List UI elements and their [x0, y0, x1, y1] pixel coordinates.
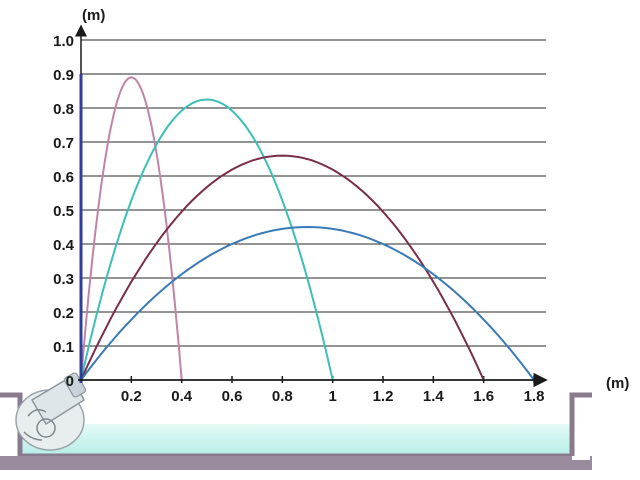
- x-tick-label: 1: [328, 388, 336, 405]
- basin-floor: [0, 456, 592, 470]
- y-tick-label: 0.8: [53, 101, 74, 118]
- y-tick-labels: 0 0.1 0.2 0.3 0.4 0.5 0.6 0.7 0.8 0.9 1.0: [53, 33, 75, 390]
- y-tick-label: 0.5: [53, 203, 74, 220]
- x-tick-label: 0.8: [272, 388, 293, 405]
- trajectory-curves: [80, 76, 535, 381]
- y-tick-label: 0.1: [53, 339, 74, 356]
- y-tick-label: 0.2: [53, 305, 74, 322]
- trajectory-line: [80, 76, 183, 381]
- trajectory-line: [80, 98, 334, 381]
- y-tick-label: 0.4: [53, 237, 75, 254]
- x-tick-label: 1.2: [373, 388, 394, 405]
- x-tick-label: 1.8: [524, 388, 545, 405]
- nozzle-icon: [15, 372, 87, 451]
- y-tick-label: 0: [66, 373, 74, 390]
- y-tick-label: 0.3: [53, 271, 74, 288]
- x-tick-label: 0.2: [121, 388, 142, 405]
- x-tick-label: 1.4: [423, 388, 445, 405]
- x-tick-label: 0.4: [171, 388, 193, 405]
- trajectory-line: [80, 225, 535, 381]
- y-axis-label: (m): [82, 7, 105, 24]
- trajectory-line: [80, 154, 485, 381]
- x-tick-label: 1.6: [473, 388, 494, 405]
- water-basin: [0, 390, 592, 470]
- y-tick-label: 0.9: [53, 67, 74, 84]
- y-tick-label: 0.7: [53, 135, 74, 152]
- basin-water: [22, 424, 574, 454]
- x-tick-labels: 0.2 0.4 0.6 0.8 1 1.2 1.4 1.6 1.8: [121, 376, 545, 405]
- x-axis-label: (m): [606, 375, 629, 392]
- x-tick-label: 0.6: [222, 388, 243, 405]
- y-tick-label: 0.6: [53, 169, 74, 186]
- y-tick-label: 1.0: [53, 33, 74, 50]
